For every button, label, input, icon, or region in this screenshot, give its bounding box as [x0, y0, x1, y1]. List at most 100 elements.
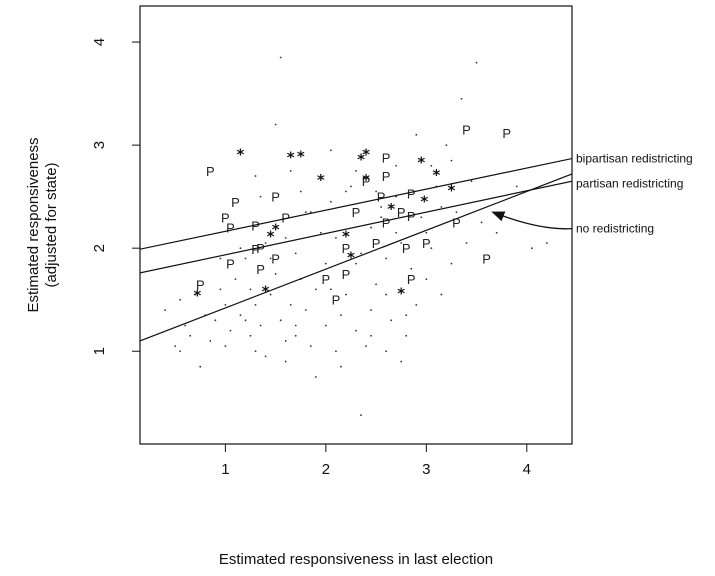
point-p: P: [342, 267, 351, 282]
point-p: P: [407, 187, 416, 202]
point-star: *: [262, 282, 270, 300]
point-star: *: [417, 154, 425, 172]
point-dot: [239, 247, 242, 250]
point-dot: [194, 293, 197, 296]
point-dot: [249, 334, 252, 337]
point-dot: [304, 211, 307, 214]
point-star: *: [267, 228, 275, 246]
point-dot: [319, 231, 322, 234]
point-dot: [164, 309, 167, 311]
point-p: P: [322, 272, 331, 287]
point-dot: [445, 144, 448, 147]
point-p: P: [256, 262, 265, 277]
point-star: *: [357, 150, 365, 168]
point-p: P: [382, 150, 391, 165]
x-tick-label: 3: [422, 461, 430, 478]
point-dot: [450, 159, 453, 162]
point-star: *: [237, 145, 245, 163]
point-dot: [400, 242, 403, 244]
point-dot: [294, 334, 297, 337]
point-dot: [179, 298, 182, 301]
point-dot: [309, 345, 312, 347]
point-dot: [395, 164, 398, 167]
point-dot: [370, 226, 372, 229]
point-dot: [299, 190, 302, 193]
no-redistricting-arrow: [491, 211, 573, 230]
point-dot: [214, 319, 217, 322]
point-dot: [355, 329, 357, 332]
point-dot: [405, 334, 408, 337]
point-dot: [375, 190, 377, 193]
point-dot: [395, 195, 398, 198]
x-tick-label: 2: [322, 461, 330, 478]
point-dot: [284, 340, 287, 342]
point-dot: [314, 376, 317, 378]
axes: 1 2 3 4 1 2 3 4: [91, 38, 531, 478]
point-dot: [380, 216, 383, 219]
point-dot: [455, 211, 458, 214]
point-star: *: [362, 171, 370, 189]
point-star: *: [432, 166, 440, 184]
point-dot: [269, 257, 272, 260]
plot-frame: [139, 5, 573, 445]
point-star: *: [420, 193, 428, 211]
point-dot: [209, 340, 212, 342]
point-dot: [269, 293, 272, 296]
point-p: P: [397, 205, 406, 220]
point-p: P: [407, 272, 416, 287]
point-dot: [355, 169, 357, 172]
point-star: *: [448, 181, 456, 199]
point-dot: [370, 334, 372, 337]
point-p: P: [332, 293, 341, 308]
point-dot: [335, 236, 337, 239]
point-dot: [340, 365, 342, 368]
point-dot: [239, 314, 242, 317]
point-dot: [430, 247, 433, 250]
point-dot: [234, 278, 237, 281]
point-dot: [425, 278, 428, 281]
point-p: P: [256, 241, 265, 256]
point-p: P: [226, 257, 235, 272]
point-dot: [360, 414, 362, 417]
point-dot: [340, 314, 342, 317]
point-p: P: [251, 219, 260, 234]
point-dot: [184, 324, 187, 327]
point-dot: [390, 319, 393, 322]
point-dot: [495, 231, 498, 234]
point-dot: [244, 319, 247, 322]
point-p: P: [231, 195, 240, 210]
point-dot: [289, 303, 292, 306]
point-dot: [219, 257, 222, 260]
x-tick-label: 4: [523, 461, 531, 478]
bipartisan-redistricting-line: [140, 157, 572, 250]
point-dot: [365, 345, 367, 347]
point-dot: [284, 360, 287, 363]
point-dot: [350, 185, 352, 188]
point-dot: [475, 61, 478, 64]
no-redistricting-label: no redistricting: [576, 222, 654, 236]
x-tick-label: 1: [221, 461, 229, 478]
y-axis-title: Estimated responsiveness (adjusted for s…: [25, 137, 60, 312]
point-dot: [395, 231, 398, 234]
point-dot: [410, 267, 413, 270]
point-dot: [380, 206, 383, 208]
point-dot: [385, 293, 388, 296]
no-redistricting-line: [140, 173, 572, 342]
y-tick-label: 2: [91, 244, 108, 252]
point-dot: [189, 334, 192, 337]
point-p: P: [226, 221, 235, 236]
point-p: P: [281, 210, 290, 225]
point-dot: [224, 303, 227, 306]
partisan-redistricting-label: partisan redistricting: [576, 176, 683, 190]
y-tick-label: 3: [91, 141, 108, 149]
point-p: P: [362, 174, 371, 189]
point-dot: [279, 56, 282, 59]
x-axis-title: Estimated responsiveness in last electio…: [219, 551, 493, 568]
point-p: P: [196, 277, 205, 292]
point-dot: [415, 133, 418, 136]
point-dot: [329, 288, 332, 291]
point-dot: [244, 257, 247, 260]
point-dot: [440, 293, 443, 296]
point-dot: [460, 97, 463, 100]
